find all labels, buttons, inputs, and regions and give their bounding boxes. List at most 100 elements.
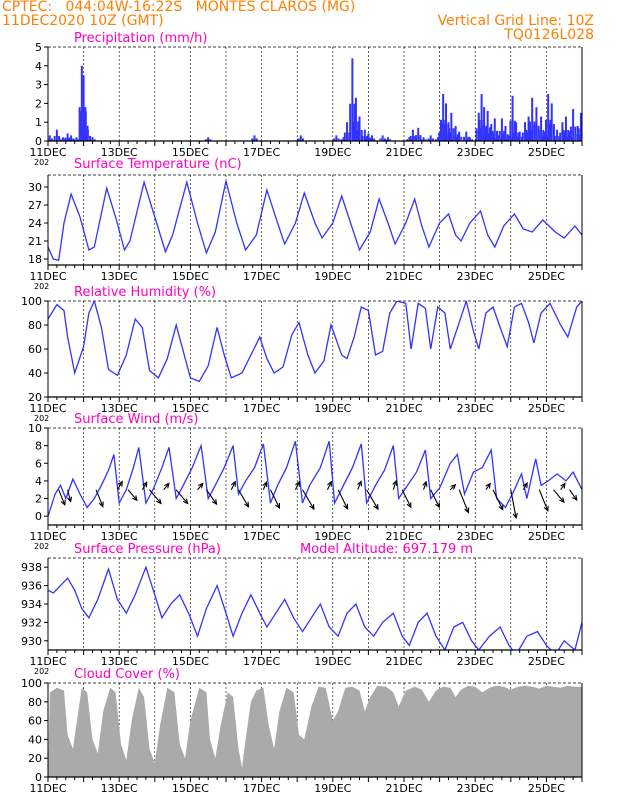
temperature-date-label: 11DEC (29, 270, 66, 283)
precipitation-bar (527, 116, 530, 141)
precipitation-bar (207, 137, 210, 141)
precipitation-bar (409, 135, 412, 141)
precipitation-bar (442, 94, 445, 141)
cloud-ytick-label: 0 (35, 771, 42, 784)
precipitation-bar (70, 135, 73, 141)
precipitation-bar (73, 139, 76, 141)
precipitation-bar (500, 118, 503, 141)
precipitation-bar (478, 119, 481, 141)
temperature-date-label: 19DEC (314, 270, 351, 283)
precipitation-bar (468, 137, 471, 141)
cloud-date-label: 21DEC (385, 782, 422, 795)
wind-ytick-label: 4 (35, 475, 42, 488)
humidity-ytick-label: 60 (28, 343, 42, 356)
pressure-line (48, 565, 582, 650)
precipitation-bar (337, 138, 340, 141)
precipitation-date-label: 21DEC (385, 146, 422, 159)
precipitation-bar (438, 132, 441, 141)
precipitation-bar (502, 134, 505, 141)
wind-arrow (66, 489, 73, 503)
header-station: CPTEC: 044:04W-16:22S MONTES CLAROS (MG) (2, 0, 356, 15)
precipitation-bar (567, 130, 570, 141)
precipitation-bar (547, 94, 550, 141)
precipitation-year-label: 202 (34, 158, 49, 167)
precipitation-bar (417, 127, 420, 141)
precipitation-bar (488, 133, 491, 141)
precipitation-bar (349, 103, 352, 141)
precipitation-bar (561, 122, 564, 141)
humidity-date-label: 17DEC (243, 402, 280, 415)
wind-arrow (197, 482, 204, 491)
precipitation-bar (64, 137, 67, 141)
precipitation-bar (486, 110, 489, 141)
wind-date-label: 23DEC (457, 530, 494, 543)
precipitation-bar (89, 139, 92, 141)
temperature-ytick-label: 24 (28, 217, 42, 230)
precipitation-bar (505, 138, 508, 141)
precipitation-bar (535, 107, 538, 141)
cloud-date-label: 25DEC (528, 782, 565, 795)
precipitation-bar (445, 103, 448, 141)
precipitation-bar (509, 120, 512, 141)
cloud-date-label: 11DEC (29, 782, 66, 795)
humidity-date-label: 13DEC (101, 402, 138, 415)
precipitation-bar (343, 132, 346, 141)
pressure-date-label: 11DEC (29, 655, 66, 668)
cloud-date-label: 23DEC (457, 782, 494, 795)
precipitation-bar (577, 128, 580, 141)
precipitation-bar (542, 130, 545, 141)
wind-date-label: 11DEC (29, 530, 66, 543)
pressure-ytick-label: 934 (21, 598, 42, 611)
precipitation-bar (528, 121, 531, 141)
precipitation-bar (80, 111, 83, 141)
precipitation-bar (533, 125, 536, 141)
precipitation-date-label: 25DEC (528, 146, 565, 159)
precipitation-bar (559, 132, 562, 141)
wind-arrow (294, 480, 300, 490)
wind-ytick-label: 10 (28, 422, 42, 435)
wind-date-label: 25DEC (528, 530, 565, 543)
humidity-date-label: 23DEC (457, 402, 494, 415)
wind-arrow (401, 489, 412, 509)
precipitation-bar (465, 131, 468, 141)
cloud-date-label: 15DEC (172, 782, 209, 795)
precipitation-date-label: 23DEC (457, 146, 494, 159)
precipitation-bar (566, 136, 569, 141)
humidity-line (48, 301, 582, 383)
cloud-date-label: 17DEC (243, 782, 280, 795)
pressure-title: Surface Pressure (hPa) (74, 542, 221, 557)
precipitation-bar (422, 137, 425, 141)
precipitation-bar (411, 129, 414, 141)
pressure-ytick-label: 936 (21, 580, 42, 593)
precipitation-bar (373, 138, 376, 141)
wind-arrow (458, 489, 470, 514)
pressure-date-label: 15DEC (172, 655, 209, 668)
precipitation-bar (498, 130, 501, 141)
precipitation-bar (579, 112, 582, 141)
wind-arrow (430, 489, 440, 509)
humidity-ytick-label: 20 (28, 391, 42, 404)
precipitation-bar (420, 139, 423, 141)
precipitation-bar (544, 119, 547, 141)
precipitation-bar (335, 135, 338, 141)
wind-arrow (553, 489, 565, 504)
precipitation-bar (424, 139, 427, 141)
precipitation-bar (552, 124, 555, 141)
precipitation-date-label: 13DEC (101, 146, 138, 159)
precipitation-ytick-label: 2 (35, 97, 42, 110)
wind-arrow (569, 489, 578, 502)
precipitation-bar (427, 138, 430, 141)
precipitation-ytick-label: 5 (35, 41, 42, 54)
wind-arrow (326, 480, 332, 490)
cloud-title: Cloud Cover (%) (74, 667, 180, 682)
precipitation-bar (460, 136, 463, 141)
precipitation-bar (386, 137, 389, 141)
wind-arrow (492, 489, 504, 511)
cloud-cover-area (48, 685, 582, 777)
pressure-year-label: 202 (34, 667, 49, 676)
wind-date-label: 13DEC (101, 530, 138, 543)
precipitation-date-label: 17DEC (243, 146, 280, 159)
humidity-ytick-label: 80 (28, 319, 42, 332)
precipitation-bar (517, 132, 520, 141)
